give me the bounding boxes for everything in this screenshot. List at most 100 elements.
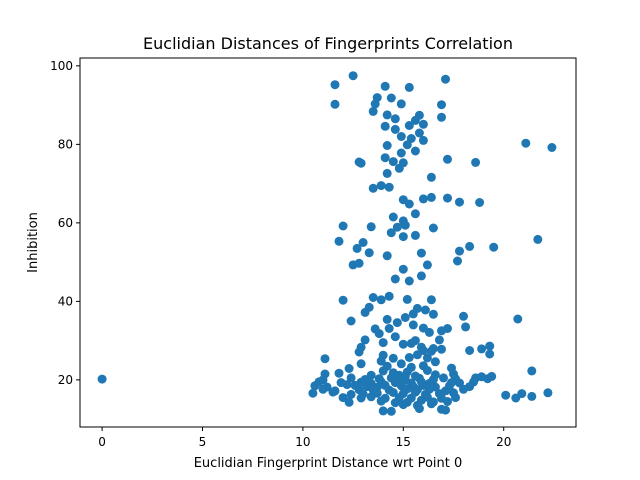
- data-point: [346, 389, 356, 399]
- data-point: [402, 294, 412, 304]
- data-point: [465, 346, 475, 355]
- data-point: [356, 158, 366, 168]
- data-point: [398, 339, 408, 349]
- x-tick-label: 5: [199, 435, 207, 449]
- data-point: [396, 99, 406, 109]
- data-point: [368, 293, 378, 302]
- data-point: [396, 148, 406, 158]
- data-point: [334, 236, 344, 246]
- data-point: [426, 192, 436, 202]
- data-point: [386, 406, 396, 416]
- data-point: [461, 322, 471, 332]
- data-point: [422, 366, 432, 375]
- data-point: [376, 396, 386, 406]
- data-point: [527, 391, 537, 401]
- x-axis-ticks: 0 5 10 15 20: [98, 427, 511, 449]
- data-point: [410, 115, 420, 125]
- data-point: [390, 274, 400, 284]
- data-point: [344, 364, 354, 373]
- data-point: [416, 248, 426, 258]
- x-tick-label: 20: [496, 435, 511, 449]
- data-point: [441, 405, 450, 415]
- data-point: [330, 80, 340, 90]
- data-point: [338, 221, 348, 231]
- data-point: [382, 168, 392, 178]
- data-point: [390, 124, 400, 134]
- data-point: [400, 220, 410, 230]
- data-point: [420, 305, 430, 315]
- data-point: [398, 264, 408, 274]
- data-point: [465, 241, 475, 251]
- data-point: [404, 276, 414, 286]
- data-point: [414, 128, 424, 138]
- data-point: [376, 356, 386, 366]
- data-point: [390, 114, 400, 124]
- data-point: [344, 397, 354, 407]
- data-point: [477, 372, 487, 382]
- data-point: [410, 209, 420, 219]
- data-point: [428, 223, 438, 233]
- data-point: [404, 353, 414, 362]
- y-tick-label: 80: [58, 137, 73, 151]
- data-point: [521, 138, 531, 148]
- data-point: [382, 110, 392, 120]
- data-point: [328, 387, 338, 397]
- data-point: [398, 232, 408, 242]
- data-point: [374, 329, 384, 339]
- data-point: [416, 271, 426, 281]
- data-point: [501, 390, 511, 400]
- data-point: [388, 157, 398, 167]
- data-point: [394, 163, 404, 173]
- data-point: [97, 374, 107, 384]
- data-point: [378, 406, 388, 416]
- data-point: [376, 181, 386, 191]
- x-tick-label: 0: [98, 435, 106, 449]
- data-point: [406, 338, 416, 348]
- data-point: [356, 342, 366, 352]
- data-point: [485, 341, 495, 351]
- data-point: [346, 316, 356, 326]
- data-point: [356, 359, 366, 369]
- data-point: [310, 381, 320, 391]
- data-point: [459, 384, 468, 394]
- data-point: [408, 309, 418, 319]
- data-point: [370, 99, 380, 109]
- data-point: [437, 344, 446, 354]
- x-axis-label: Euclidian Fingerprint Distance wrt Point…: [194, 456, 463, 471]
- data-point: [426, 295, 436, 305]
- data-point: [424, 327, 434, 337]
- data-point: [376, 295, 386, 305]
- data-point: [487, 371, 497, 381]
- data-point: [366, 392, 376, 402]
- data-point: [378, 366, 388, 376]
- data-point: [408, 320, 418, 330]
- data-point: [422, 260, 432, 270]
- data-point: [455, 246, 464, 256]
- data-point: [533, 234, 543, 244]
- data-point: [513, 314, 523, 324]
- data-point: [543, 388, 553, 398]
- data-point: [426, 346, 436, 356]
- data-point: [437, 112, 446, 122]
- data-points: [97, 71, 557, 416]
- data-point: [428, 309, 438, 319]
- data-point: [398, 400, 408, 410]
- y-tick-label: 20: [58, 373, 73, 387]
- data-point: [437, 326, 446, 336]
- data-point: [475, 198, 485, 207]
- data-point: [388, 388, 398, 397]
- data-point: [396, 132, 406, 141]
- data-point: [400, 313, 410, 322]
- data-point: [439, 373, 448, 383]
- data-point: [386, 228, 396, 238]
- data-point: [386, 93, 396, 103]
- data-point: [338, 295, 348, 305]
- data-point: [404, 199, 414, 209]
- data-point: [380, 121, 390, 131]
- data-point: [388, 353, 398, 363]
- data-point: [360, 307, 370, 317]
- data-point: [354, 258, 364, 268]
- data-point: [426, 399, 436, 409]
